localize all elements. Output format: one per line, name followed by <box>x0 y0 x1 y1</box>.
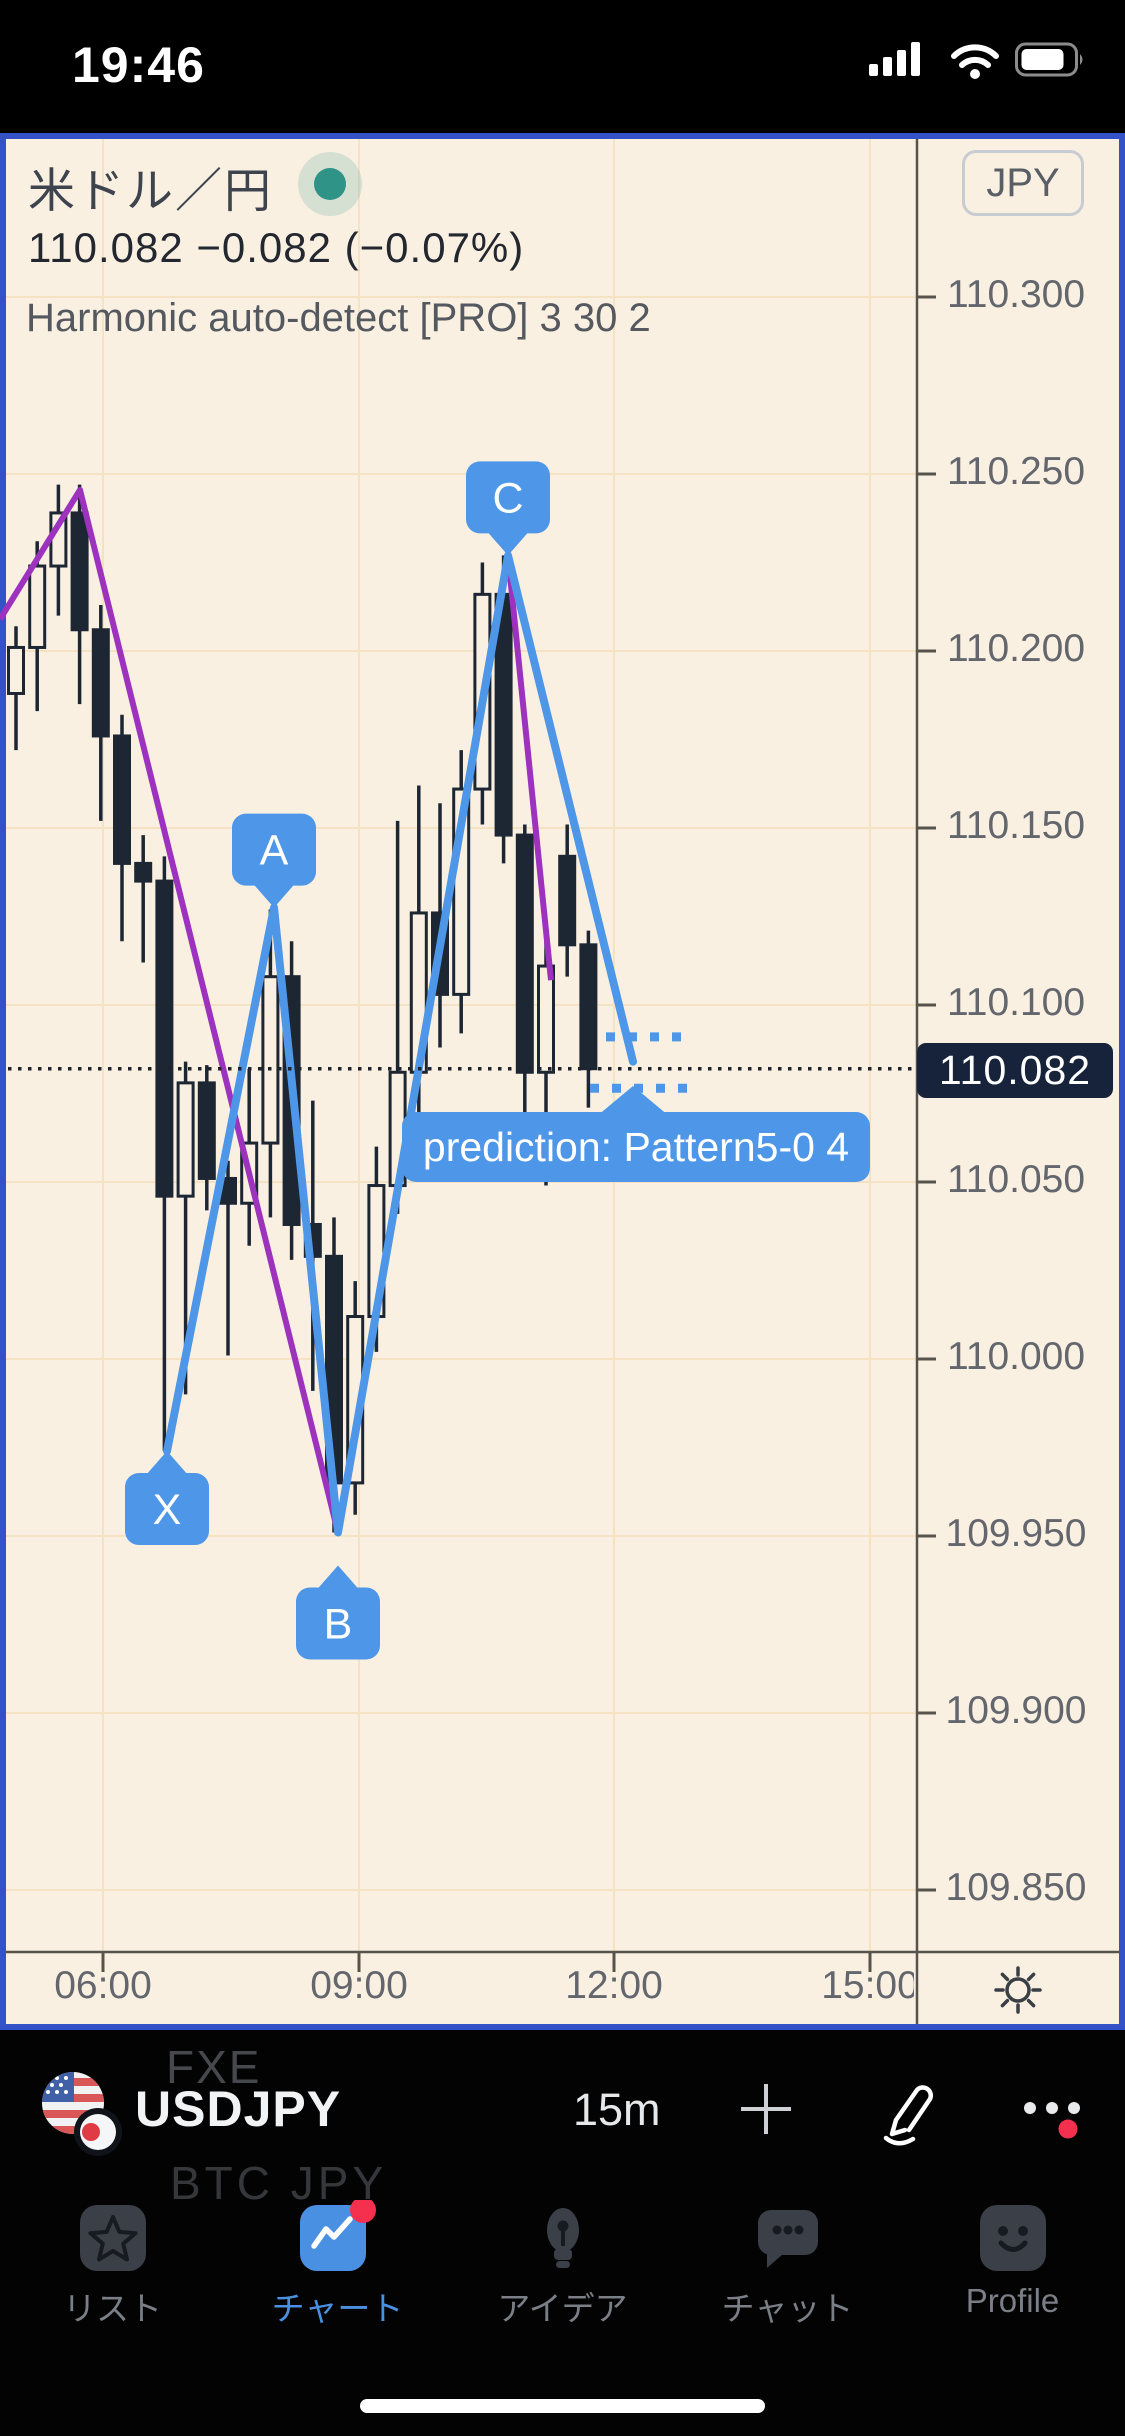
price-axis-label: 109.850 <box>945 1866 1087 1909</box>
lightbulb-icon <box>546 2208 579 2268</box>
toolbar-interval-button[interactable]: 15m <box>573 2084 661 2135</box>
price-axis-label: 110.050 <box>946 1158 1086 1201</box>
tab-ideas[interactable]: アイデア <box>450 2200 675 2370</box>
time-axis[interactable]: 06:00 09:00 12:00 15:00 <box>8 1956 914 2022</box>
candle-body <box>70 511 89 632</box>
status-bar: 19:46 <box>0 0 1125 133</box>
pattern-label-c[interactable] <box>466 461 550 534</box>
pattern-label-pointer <box>317 1565 359 1590</box>
prediction-tooltip[interactable] <box>402 1112 870 1182</box>
price-axis-label: 110.000 <box>946 1335 1086 1378</box>
time-axis-label: 09:00 <box>310 1964 408 2007</box>
pattern-label-pointer <box>487 531 529 556</box>
candle-body <box>134 861 153 883</box>
candle-body <box>558 854 577 947</box>
tab-bar: リスト チャート アイデア <box>0 2200 1125 2370</box>
tab-chart[interactable]: チャート <box>225 2200 450 2370</box>
wifi-icon <box>951 44 999 79</box>
pattern-label-text: A <box>260 827 289 875</box>
symbol-flag-icon[interactable] <box>40 2070 132 2158</box>
background-list-item: BTC JPY <box>170 2157 388 2209</box>
home-indicator[interactable] <box>360 2399 765 2413</box>
star-list-icon <box>79 2205 146 2271</box>
tab-chat[interactable]: チャット <box>675 2200 900 2370</box>
tab-label: チャット <box>721 2290 854 2327</box>
status-time: 19:46 <box>72 37 205 93</box>
smiley-profile-icon <box>979 2205 1046 2271</box>
pattern-label-b[interactable] <box>296 1587 380 1660</box>
more-menu-icon[interactable] <box>1018 2098 1090 2142</box>
price-axis-label: 110.300 <box>946 273 1086 316</box>
chat-bubble-icon <box>757 2210 818 2268</box>
time-axis-label: 15:00 <box>821 1964 914 2007</box>
price-change-line: 110.082 −0.082 (−0.07%) <box>28 224 525 271</box>
symbol-title[interactable]: 米ドル／円 <box>28 164 273 217</box>
price-axis-label: 110.100 <box>946 981 1086 1024</box>
time-axis-label: 12:00 <box>565 1964 663 2007</box>
tab-watchlist[interactable]: リスト <box>0 2200 225 2370</box>
harmonic-pattern-line[interactable] <box>163 551 637 1537</box>
candle-body <box>515 833 534 1074</box>
indicator-label[interactable]: Harmonic auto-detect [PRO] 3 30 2 <box>26 296 651 340</box>
tab-label: アイデア <box>497 2290 628 2327</box>
background-list-item: FXE <box>166 2041 262 2093</box>
pattern-label-pointer <box>146 1451 188 1476</box>
price-axis-label: 110.200 <box>946 627 1086 670</box>
market-open-dot <box>314 168 346 200</box>
price-axis-label: 110.150 <box>946 804 1086 847</box>
notification-dot <box>1058 2119 1078 2139</box>
chart-tab-icon <box>299 2200 376 2271</box>
candle-body <box>113 734 131 865</box>
price-axis-label: 109.950 <box>945 1512 1087 1555</box>
theme-sun-icon[interactable] <box>988 1960 1048 2020</box>
pattern-label-a[interactable] <box>232 813 316 886</box>
pattern-label-text: B <box>324 1600 353 1648</box>
toolbar-symbol[interactable]: USDJPY <box>135 2081 342 2137</box>
current-price-badge: 110.082 <box>917 1043 1113 1098</box>
tab-profile[interactable]: Profile <box>900 2200 1125 2370</box>
pattern-label-text: X <box>153 1486 182 1534</box>
tab-notification-dot <box>349 2200 376 2223</box>
add-indicator-icon[interactable] <box>737 2080 795 2138</box>
candle-body <box>261 975 280 1145</box>
time-axis-label: 06:00 <box>54 1964 152 2007</box>
market-open-indicator <box>298 152 362 216</box>
cellular-signal-icon <box>869 42 920 76</box>
currency-toggle-button[interactable]: JPY <box>962 150 1084 216</box>
pattern-label-pointer <box>253 883 295 908</box>
candle-body <box>91 628 110 738</box>
pattern-label-x[interactable] <box>125 1473 209 1546</box>
candle-body <box>28 564 47 649</box>
candle-body <box>197 1081 216 1180</box>
candle-body <box>537 964 555 1074</box>
tab-label: Profile <box>965 2282 1060 2319</box>
candle-body <box>579 943 598 1071</box>
draw-pencil-icon[interactable] <box>872 2072 948 2148</box>
candle-body <box>176 1081 195 1198</box>
price-axis-label: 110.250 <box>946 450 1086 493</box>
prediction-pointer <box>597 1086 669 1116</box>
candle-body <box>155 879 174 1198</box>
pattern-label-text: C <box>492 474 523 522</box>
tab-label: チャート <box>271 2290 404 2327</box>
battery-icon <box>1015 42 1083 77</box>
prediction-text: prediction: Pattern5-0 4 <box>423 1124 849 1170</box>
candle-body <box>7 645 25 695</box>
tab-label: リスト <box>63 2290 162 2327</box>
price-axis-label: 109.900 <box>945 1689 1087 1732</box>
